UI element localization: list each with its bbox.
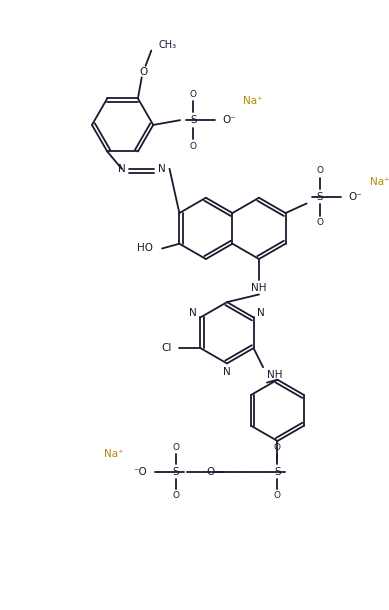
Text: CH₃: CH₃	[158, 40, 176, 50]
Text: S: S	[173, 467, 179, 476]
Text: Na⁺: Na⁺	[103, 450, 123, 459]
Text: S: S	[317, 192, 323, 202]
Text: O: O	[172, 443, 179, 452]
Text: NH: NH	[251, 283, 267, 293]
Text: O: O	[172, 491, 179, 500]
Text: O: O	[317, 167, 324, 176]
Text: ⁻O: ⁻O	[133, 467, 147, 476]
Text: O: O	[140, 66, 148, 77]
Text: Cl: Cl	[161, 343, 172, 353]
Text: O: O	[317, 218, 324, 227]
Text: O: O	[274, 443, 281, 452]
Text: O: O	[190, 90, 197, 99]
Text: N: N	[223, 367, 231, 377]
Text: O: O	[206, 467, 215, 476]
Text: O⁻: O⁻	[349, 192, 363, 202]
Text: N: N	[257, 308, 265, 318]
Text: HO: HO	[137, 243, 152, 254]
Text: S: S	[190, 115, 197, 125]
Text: N: N	[158, 163, 166, 174]
Text: S: S	[274, 467, 281, 476]
Text: N: N	[189, 308, 197, 318]
Text: O⁻: O⁻	[222, 115, 236, 125]
Text: O: O	[274, 491, 281, 500]
Text: NH: NH	[267, 370, 282, 380]
Text: Na⁺: Na⁺	[243, 96, 263, 106]
Text: N: N	[118, 163, 126, 174]
Text: Na⁺: Na⁺	[370, 178, 389, 187]
Text: O: O	[190, 142, 197, 151]
